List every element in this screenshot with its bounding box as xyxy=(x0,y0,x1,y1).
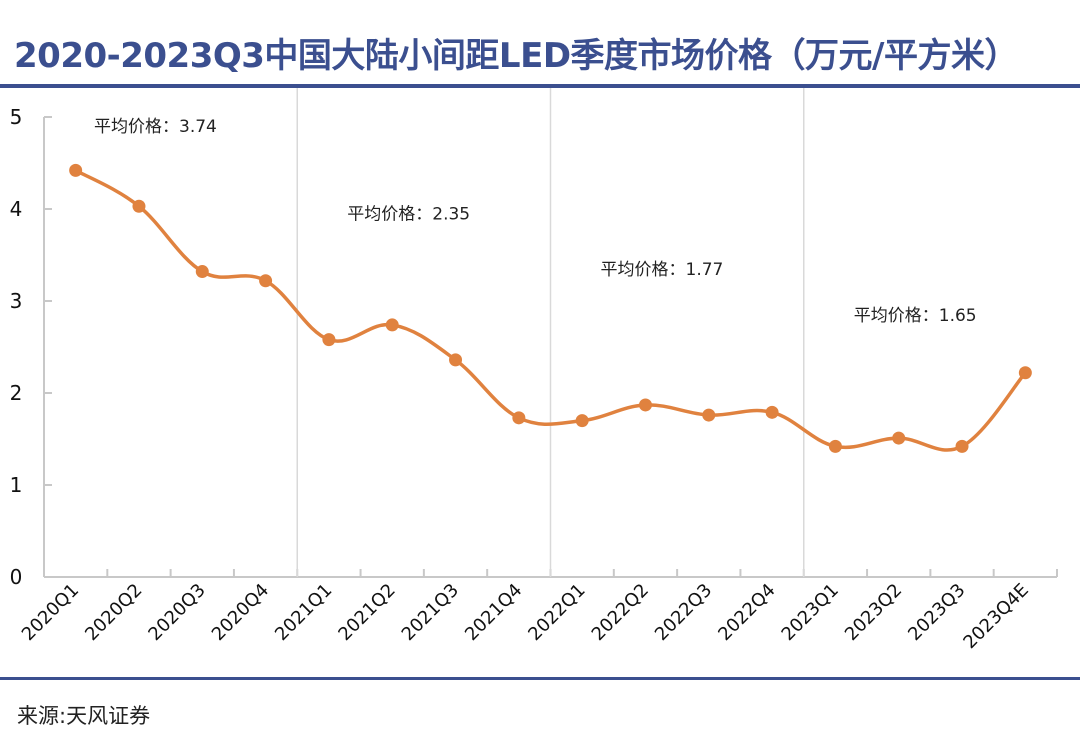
year-dividers xyxy=(296,88,805,577)
x-tick-label: 2022Q1 xyxy=(524,580,589,645)
data-point xyxy=(132,199,146,213)
data-point xyxy=(195,265,209,279)
average-price-annotations: 平均价格：3.74 平均价格：2.35 平均价格：1.77 平均价格：1.65 xyxy=(94,117,977,326)
x-tick-label: 2022Q3 xyxy=(651,580,716,645)
x-tick-label: 2022Q4 xyxy=(714,580,779,645)
data-point xyxy=(385,318,399,332)
average-price-label: 平均价格：2.35 xyxy=(347,205,470,225)
x-tick-label: 2021Q2 xyxy=(334,580,399,645)
x-tick-label: 2023Q2 xyxy=(841,580,906,645)
data-point xyxy=(765,405,779,419)
x-tick-label: 2021Q1 xyxy=(271,580,336,645)
x-tick-label: 2021Q3 xyxy=(398,580,463,645)
y-tick-label: 3 xyxy=(10,289,23,313)
x-axis: 2020Q12020Q22020Q32020Q42021Q12021Q22021… xyxy=(18,569,1058,653)
data-point xyxy=(828,439,842,453)
data-point xyxy=(892,431,906,445)
y-axis: 0 1 2 3 4 5 xyxy=(10,105,52,589)
data-point xyxy=(702,408,716,422)
x-tick-label: 2020Q1 xyxy=(18,580,83,645)
data-point xyxy=(449,353,463,367)
y-tick-label: 2 xyxy=(10,381,23,405)
x-tick-label: 2023Q1 xyxy=(778,580,843,645)
average-price-label: 平均价格：1.77 xyxy=(601,260,724,280)
title-rule xyxy=(0,84,1080,88)
x-tick-label: 2023Q4E xyxy=(959,580,1032,653)
chart-title: 2020-2023Q3中国大陆小间距LED季度市场价格（万元/平方米） xyxy=(14,36,1018,76)
data-point xyxy=(259,274,273,288)
y-tick-label: 4 xyxy=(10,197,23,221)
x-tick-label: 2023Q3 xyxy=(904,580,969,645)
x-tick-label: 2020Q3 xyxy=(144,580,209,645)
y-tick-label: 1 xyxy=(10,473,23,497)
series-line xyxy=(73,168,1028,452)
x-tick-label: 2021Q4 xyxy=(461,580,526,645)
average-price-label: 平均价格：3.74 xyxy=(94,117,217,137)
x-tick-label: 2022Q2 xyxy=(588,580,653,645)
source-note: 来源:天风证券 xyxy=(17,704,151,728)
data-point xyxy=(575,414,589,428)
price-series xyxy=(69,163,1032,453)
average-price-label: 平均价格：1.65 xyxy=(854,306,977,326)
x-tick-label: 2020Q4 xyxy=(208,580,273,645)
data-point xyxy=(322,333,336,347)
data-point xyxy=(638,398,652,412)
y-tick-label: 0 xyxy=(10,565,23,589)
data-point xyxy=(1018,366,1032,380)
x-tick-label: 2020Q2 xyxy=(81,580,146,645)
footer-rule xyxy=(0,677,1080,680)
data-point xyxy=(955,439,969,453)
data-point xyxy=(512,411,526,425)
data-point xyxy=(69,163,83,177)
y-tick-label: 5 xyxy=(10,105,23,129)
